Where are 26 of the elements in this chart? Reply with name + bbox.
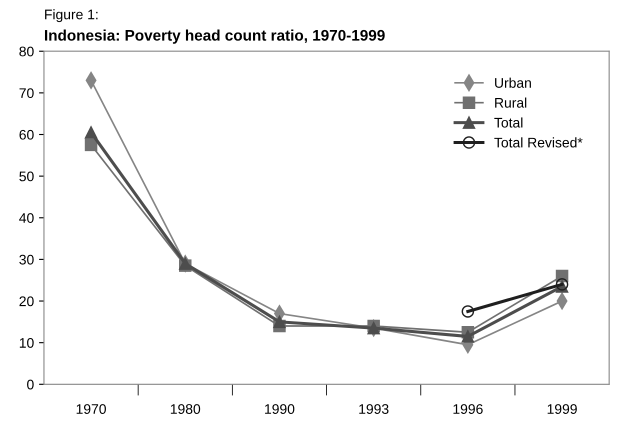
x-tick-label: 1996 bbox=[453, 404, 483, 414]
legend-label: Total bbox=[494, 117, 522, 128]
x-tick-label: 1970 bbox=[76, 404, 106, 414]
point bbox=[84, 126, 98, 139]
y-tick-label: 50 bbox=[19, 171, 34, 182]
y-tick-label: 70 bbox=[20, 88, 34, 98]
x-tick-label: 1993 bbox=[359, 404, 388, 414]
legend-label: Rural bbox=[495, 98, 526, 108]
point bbox=[462, 305, 474, 318]
x-tick-label: 1990 bbox=[265, 404, 294, 414]
y-tick-label: 10 bbox=[20, 338, 34, 348]
y-tick-label: 80 bbox=[19, 46, 34, 56]
legend-label: Total Revised* bbox=[494, 137, 583, 148]
y-tick-label: 0 bbox=[27, 380, 34, 390]
point bbox=[273, 316, 286, 328]
y-tick-label: 40 bbox=[19, 213, 34, 223]
x-tick-label: 1999 bbox=[548, 404, 577, 414]
chart-subtitle: Indonesia: Poverty head count ratio, 1970-1999 bbox=[44, 29, 385, 44]
chart-title: Figure 1: bbox=[45, 9, 98, 22]
y-tick-label: 60 bbox=[19, 130, 34, 140]
legend-label: Urban bbox=[495, 78, 531, 88]
y-tick-label: 30 bbox=[19, 254, 34, 265]
point bbox=[84, 138, 98, 152]
point bbox=[462, 330, 474, 343]
x-tick-label: 1980 bbox=[170, 404, 200, 414]
y-tick-label: 20 bbox=[19, 296, 34, 306]
